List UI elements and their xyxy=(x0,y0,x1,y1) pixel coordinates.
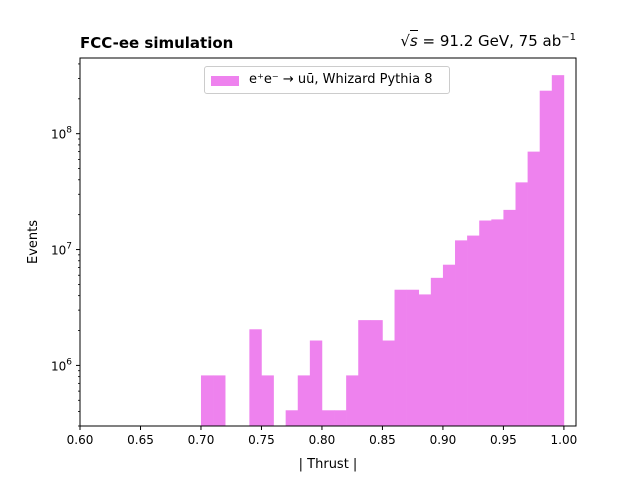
histogram-bar xyxy=(309,340,323,426)
histogram-bar xyxy=(285,410,299,426)
histogram-bar xyxy=(539,90,553,426)
histogram-bars xyxy=(200,75,565,426)
histogram-bar xyxy=(394,289,407,426)
x-axis-label: | Thrust | xyxy=(299,457,358,472)
histogram-bar xyxy=(430,277,444,426)
histogram-bar xyxy=(527,151,541,426)
histogram-bar xyxy=(346,375,359,426)
legend: e⁺e⁻ → uū, Whizard Pythia 8 xyxy=(204,66,450,94)
histogram-bar xyxy=(213,375,226,426)
histogram-bar xyxy=(382,340,395,426)
histogram-bar xyxy=(358,320,371,426)
x-tick-label: 0.75 xyxy=(248,433,275,447)
chart-subtitle: √s = 91.2 GeV, 75 ab−1 xyxy=(400,30,576,50)
histogram-bar xyxy=(249,329,262,426)
y-tick-label: 107 xyxy=(51,242,72,258)
histogram-bar xyxy=(503,209,516,426)
chart-title: FCC-ee simulation xyxy=(80,34,234,52)
histogram-bar xyxy=(200,375,214,426)
x-tick-label: 0.90 xyxy=(430,433,457,447)
x-axis-ticks: 0.60 0.65 0.70 0.75 0.80 0.85 0.90 0.95 1.00 xyxy=(67,426,578,447)
plot-frame xyxy=(79,57,577,427)
y-tick-label: 106 xyxy=(51,357,72,373)
histogram-bar xyxy=(491,219,504,426)
histogram-bar xyxy=(467,235,480,426)
histogram-bar xyxy=(418,294,432,426)
histogram-bar xyxy=(479,220,492,426)
histogram-bar xyxy=(370,320,383,426)
histogram-bar xyxy=(261,375,274,426)
histogram-bar xyxy=(442,264,456,426)
sqrt-argument: s xyxy=(409,30,418,50)
histogram-bar xyxy=(297,375,311,426)
legend-swatch xyxy=(211,76,239,86)
histogram-bar xyxy=(321,410,335,426)
y-axis-ticks: 106 107 108 xyxy=(51,63,80,427)
y-tick-label: 108 xyxy=(51,126,72,142)
x-tick-label: 0.80 xyxy=(309,433,336,447)
y-axis-label: Events xyxy=(26,220,41,264)
x-tick-label: 0.95 xyxy=(490,433,517,447)
histogram-bar xyxy=(515,182,528,426)
x-tick-label: 0.65 xyxy=(127,433,154,447)
x-tick-label: 0.60 xyxy=(67,433,94,447)
x-tick-label: 0.85 xyxy=(369,433,396,447)
x-tick-label: 0.70 xyxy=(188,433,215,447)
sqrt-symbol: √ xyxy=(400,32,410,50)
histogram-bar xyxy=(334,410,347,426)
subtitle-text: = 91.2 GeV, 75 ab xyxy=(422,32,562,50)
subtitle-exponent: −1 xyxy=(561,32,576,43)
histogram-bar xyxy=(455,240,468,426)
x-tick-label: 1.00 xyxy=(551,433,578,447)
histogram-bar xyxy=(406,289,420,426)
legend-label: e⁺e⁻ → uū, Whizard Pythia 8 xyxy=(249,72,433,87)
histogram-bar xyxy=(551,75,565,426)
